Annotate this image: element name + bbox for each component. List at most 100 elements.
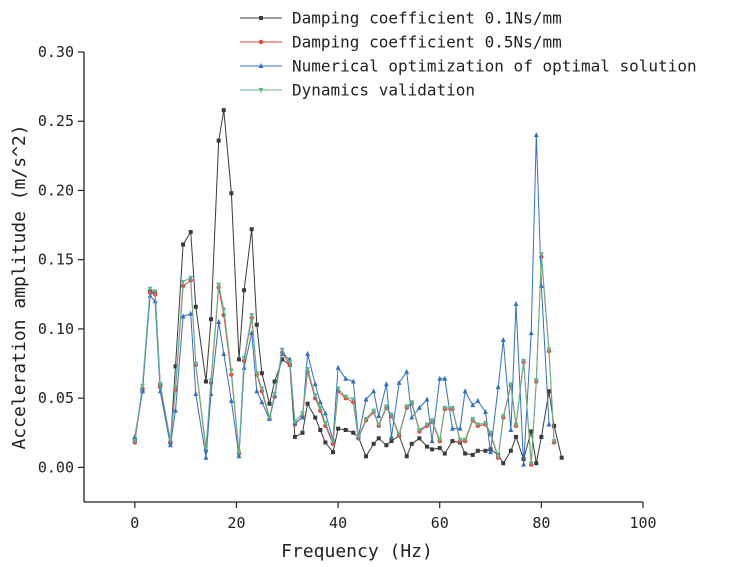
- data-point: [157, 382, 163, 388]
- series-layer: [132, 108, 564, 467]
- data-point: [483, 448, 488, 453]
- data-point: [267, 415, 272, 421]
- legend-marker: [259, 16, 263, 20]
- data-point: [350, 397, 356, 403]
- legend: Damping coefficient 0.1Ns/mm Damping coef…: [240, 9, 697, 100]
- series-1: [132, 108, 564, 466]
- data-point: [463, 451, 468, 456]
- x-axis-title: Frequency (Hz): [281, 541, 433, 562]
- y-tick-label: 0.15: [38, 251, 74, 269]
- data-point: [356, 434, 361, 440]
- data-point: [318, 428, 323, 432]
- data-point: [272, 379, 277, 384]
- data-point: [475, 422, 481, 428]
- data-point: [389, 433, 394, 439]
- legend-marker: [258, 39, 264, 45]
- data-point: [488, 430, 493, 436]
- y-tick-label: 0.25: [38, 112, 74, 130]
- data-point: [312, 381, 318, 387]
- data-point: [442, 451, 447, 456]
- data-point: [442, 375, 448, 381]
- y-axis-title: Acceleration amplitude (m/s^2): [9, 124, 30, 449]
- data-point: [173, 364, 178, 369]
- data-point: [513, 434, 518, 439]
- data-point: [495, 384, 501, 390]
- data-point: [343, 428, 348, 432]
- data-point: [236, 450, 242, 456]
- data-point: [424, 422, 430, 428]
- data-point: [404, 368, 410, 374]
- data-point: [188, 275, 194, 281]
- data-point: [272, 392, 277, 397]
- data-point: [396, 379, 402, 385]
- data-point: [335, 364, 341, 370]
- data-point: [254, 388, 260, 394]
- data-point: [470, 416, 476, 422]
- data-point: [208, 391, 214, 396]
- data-point: [181, 242, 186, 247]
- data-point: [249, 227, 254, 232]
- data-point: [429, 438, 435, 444]
- data-point: [384, 443, 389, 448]
- data-point: [132, 439, 138, 445]
- data-point: [193, 361, 199, 367]
- data-point: [417, 436, 422, 441]
- data-point: [254, 322, 259, 327]
- data-point: [305, 367, 310, 373]
- data-point: [152, 289, 158, 295]
- data-point: [508, 427, 514, 432]
- data-point: [132, 433, 138, 439]
- data-point: [470, 452, 475, 457]
- data-point: [442, 405, 448, 411]
- data-point: [538, 252, 544, 258]
- data-point: [221, 350, 227, 356]
- data-point: [242, 288, 247, 293]
- data-point: [529, 429, 534, 434]
- data-point: [292, 419, 298, 425]
- data-point: [495, 454, 501, 460]
- data-point: [216, 138, 221, 143]
- data-point: [343, 375, 349, 381]
- data-point: [180, 313, 186, 319]
- data-point: [488, 449, 493, 455]
- data-point: [221, 312, 226, 318]
- data-point: [513, 422, 519, 428]
- data-point: [188, 230, 193, 234]
- legend-item: Damping coefficient 0.1Ns/mm: [240, 9, 562, 28]
- data-point: [383, 381, 389, 387]
- data-point: [305, 350, 310, 356]
- data-point: [389, 412, 394, 418]
- plot-frame: [83, 52, 643, 503]
- legend-label: Dynamics validation: [292, 81, 475, 100]
- data-point: [559, 455, 564, 460]
- x-tick-label: 100: [629, 514, 656, 532]
- data-point: [450, 405, 455, 411]
- legend-item: Numerical optimization of optimal soluti…: [240, 57, 697, 76]
- data-point: [203, 446, 209, 451]
- data-point: [209, 317, 214, 322]
- data-point: [228, 397, 234, 403]
- data-point: [300, 411, 305, 417]
- data-point: [383, 404, 389, 410]
- data-point: [364, 454, 369, 459]
- data-point: [462, 388, 468, 394]
- x-tick-label: 0: [130, 514, 139, 532]
- data-point: [546, 347, 552, 353]
- data-point: [437, 375, 443, 381]
- data-point: [180, 279, 186, 285]
- data-point: [300, 430, 305, 435]
- data-point: [350, 378, 356, 384]
- series-line: [134, 134, 550, 466]
- data-point: [259, 386, 265, 392]
- data-point: [430, 447, 435, 452]
- data-point: [450, 439, 455, 444]
- data-point: [371, 388, 377, 394]
- data-point: [437, 446, 442, 450]
- data-point: [363, 416, 369, 422]
- data-point: [424, 396, 430, 402]
- data-point: [513, 301, 519, 306]
- data-point: [229, 191, 234, 196]
- legend-item: Damping coefficient 0.5Ns/mm: [240, 33, 562, 52]
- data-point: [389, 439, 394, 444]
